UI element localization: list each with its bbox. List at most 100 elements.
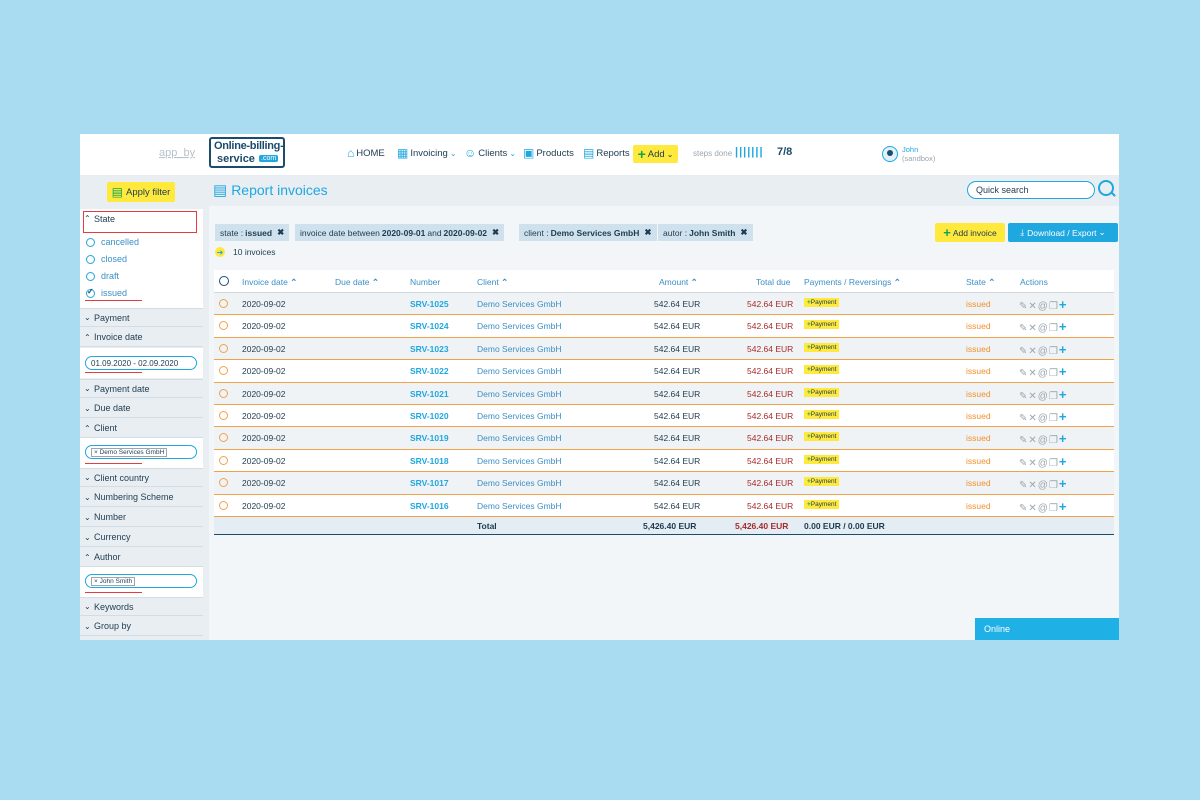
select-all-checkbox[interactable] [219,276,229,286]
close-icon[interactable]: ✖ [740,227,748,237]
payment-button[interactable]: +Payment [804,477,840,487]
filter-tag-state[interactable]: state : issued ✖ [215,224,290,241]
cancel-icon[interactable]: ✕ [1028,502,1038,514]
cancel-icon[interactable]: ✕ [1028,345,1038,357]
copy-icon[interactable]: ❐ [1048,502,1059,514]
table-row[interactable]: 2020-09-02 SRV-1023 Demo Services GmbH 542.… [214,337,1114,361]
payment-button[interactable]: +Payment [804,499,840,509]
client-chip[interactable]: × Demo Services GmbH [91,447,168,457]
col-state[interactable]: State ⌃ [966,277,995,288]
email-icon[interactable]: @ [1037,390,1049,402]
table-row[interactable]: 2020-09-02 SRV-1025 Demo Services GmbH 542.… [214,293,1114,316]
plus-icon[interactable]: + [1058,319,1068,335]
row-checkbox[interactable] [219,366,228,376]
cancel-icon[interactable]: ✕ [1028,412,1038,424]
online-chat-bar[interactable]: Online [975,618,1119,640]
nav-products[interactable]: ▣ Products [523,146,574,160]
col-due-date[interactable]: Due date ⌃ [335,277,379,288]
email-icon[interactable]: @ [1037,368,1049,380]
row-checkbox[interactable] [219,388,228,398]
section-invoice-date[interactable]: ⌃ Invoice date [80,328,203,347]
filter-tag-invoice-date[interactable]: invoice date between 2020-09-01 and 2020… [295,224,505,241]
nav-reports[interactable]: ▤ Reports [583,146,630,160]
cell-number[interactable]: SRV-1021 [410,388,449,399]
table-row[interactable]: 2020-09-02 SRV-1017 Demo Services GmbH 542.… [214,472,1114,495]
cancel-icon[interactable]: ✕ [1028,480,1038,492]
cell-client[interactable]: Demo Services GmbH [477,366,562,377]
payment-button[interactable]: +Payment [804,320,840,330]
filter-tag-author[interactable]: autor : John Smith ✖ [658,224,753,241]
section-payment[interactable]: ⌄ Payment [80,308,203,327]
table-row[interactable]: 2020-09-02 SRV-1019 Demo Services GmbH 542.… [214,427,1114,450]
cancel-icon[interactable]: ✕ [1028,323,1038,335]
logo[interactable]: Online-billing- service .com [209,137,285,168]
cancel-icon[interactable]: ✕ [1028,368,1038,380]
copy-icon[interactable]: ❐ [1048,457,1059,469]
cell-client[interactable]: Demo Services GmbH [477,410,562,421]
row-checkbox[interactable] [219,455,228,465]
table-row[interactable]: 2020-09-02 SRV-1021 Demo Services GmbH 542.… [214,382,1114,405]
edit-icon[interactable]: ✎ [1019,323,1029,335]
email-icon[interactable]: @ [1037,301,1049,312]
col-amount[interactable]: Amount ⌃ [659,277,698,288]
section-author[interactable]: ⌃ Author [80,548,203,567]
section-numbering-scheme[interactable]: ⌄ Numbering Scheme [80,488,203,507]
copy-icon[interactable]: ❐ [1048,323,1059,335]
edit-icon[interactable]: ✎ [1019,435,1029,447]
nav-home[interactable]: ⌂ HOME [347,146,385,160]
radio-issued[interactable]: issued [86,287,127,298]
add-invoice-button[interactable]: + Add invoice [935,223,1005,242]
plus-icon[interactable]: + [1058,386,1068,402]
edit-icon[interactable]: ✎ [1019,502,1029,514]
col-number[interactable]: Number [410,277,441,287]
email-icon[interactable]: @ [1037,412,1049,424]
invoice-date-range-input[interactable]: 01.09.2020 - 02.09.2020 [85,356,197,370]
table-row[interactable]: 2020-09-02 SRV-1018 Demo Services GmbH 542.… [214,450,1114,473]
cell-client[interactable]: Demo Services GmbH [477,321,562,332]
table-row[interactable]: 2020-09-02 SRV-1022 Demo Services GmbH 542.… [214,360,1114,383]
cancel-icon[interactable]: ✕ [1028,301,1038,312]
cell-client[interactable]: Demo Services GmbH [477,388,562,399]
copy-icon[interactable]: ❐ [1048,480,1059,492]
payment-button[interactable]: +Payment [804,298,840,307]
payment-button[interactable]: +Payment [804,409,840,419]
cell-number[interactable]: SRV-1022 [410,366,449,377]
cell-number[interactable]: SRV-1025 [410,299,449,309]
row-checkbox[interactable] [219,410,228,420]
copy-icon[interactable]: ❐ [1048,345,1059,357]
radio-closed[interactable]: closed [86,254,127,264]
radio-draft[interactable]: draft [86,271,119,281]
section-currency[interactable]: ⌄ Currency [80,528,203,547]
table-row[interactable]: 2020-09-02 SRV-1024 Demo Services GmbH 542.… [214,315,1114,338]
nav-clients[interactable]: ☺ Clients ⌄ [464,146,516,160]
add-menu-button[interactable]: + Add ⌄ [633,145,678,163]
edit-icon[interactable]: ✎ [1019,390,1029,402]
plus-icon[interactable]: + [1058,431,1068,447]
col-payments[interactable]: Payments / Reversings ⌃ [804,277,901,288]
radio-cancelled[interactable]: cancelled [86,237,139,247]
payment-button[interactable]: +Payment [804,365,840,375]
edit-icon[interactable]: ✎ [1019,457,1029,469]
section-state[interactable]: ⌃ State [80,209,203,228]
copy-icon[interactable]: ❐ [1048,412,1059,424]
section-client-country[interactable]: ⌄ Client country [80,468,203,487]
quick-search-input[interactable]: Quick search [967,181,1095,199]
cell-client[interactable]: Demo Services GmbH [477,455,562,466]
cell-number[interactable]: SRV-1017 [410,478,449,489]
plus-icon[interactable]: + [1058,364,1068,380]
payment-button[interactable]: +Payment [804,454,840,464]
edit-icon[interactable]: ✎ [1019,412,1029,424]
plus-icon[interactable]: + [1058,476,1068,492]
email-icon[interactable]: @ [1037,457,1049,469]
app-by-link[interactable]: app_by [159,147,196,159]
user-info[interactable]: John (sandbox) [902,145,935,163]
cell-number[interactable]: SRV-1020 [410,410,449,421]
avatar-icon[interactable] [882,146,898,162]
copy-icon[interactable]: ❐ [1048,390,1059,402]
col-invoice-date[interactable]: Invoice date ⌃ [242,277,297,288]
filter-tag-client[interactable]: client : Demo Services GmbH ✖ [519,224,657,241]
close-icon[interactable]: ✖ [644,227,652,237]
payment-button[interactable]: +Payment [804,342,840,352]
cell-number[interactable]: SRV-1016 [410,500,449,511]
row-checkbox[interactable] [219,478,228,488]
